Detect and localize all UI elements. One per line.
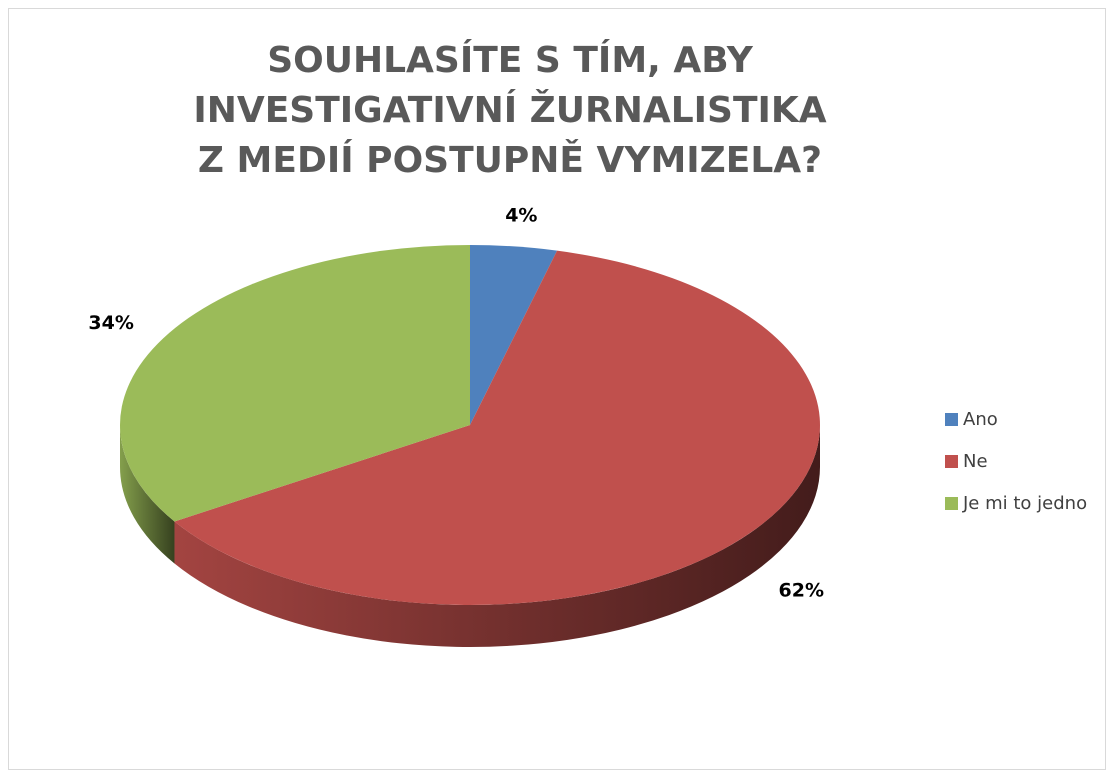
chart-frame — [8, 8, 1106, 770]
data-label: 34% — [88, 312, 133, 334]
legend-label: Je mi to jedno — [962, 493, 1087, 514]
legend-swatch — [945, 497, 958, 510]
legend-swatch — [945, 455, 958, 468]
pie-slice — [119, 245, 471, 522]
data-label: 62% — [779, 579, 824, 601]
legend-swatch — [945, 413, 958, 426]
pie-slice — [174, 250, 820, 605]
chart-title: SOUHLASÍTE S TÍM, ABY INVESTIGATIVNÍ ŽUR… — [193, 40, 827, 181]
pie-slice — [470, 245, 558, 425]
legend-label: Ne — [963, 451, 988, 472]
pie-side — [174, 425, 820, 648]
data-label: 4% — [505, 205, 537, 227]
pie-side — [120, 425, 175, 564]
legend-label: Ano — [963, 409, 998, 430]
